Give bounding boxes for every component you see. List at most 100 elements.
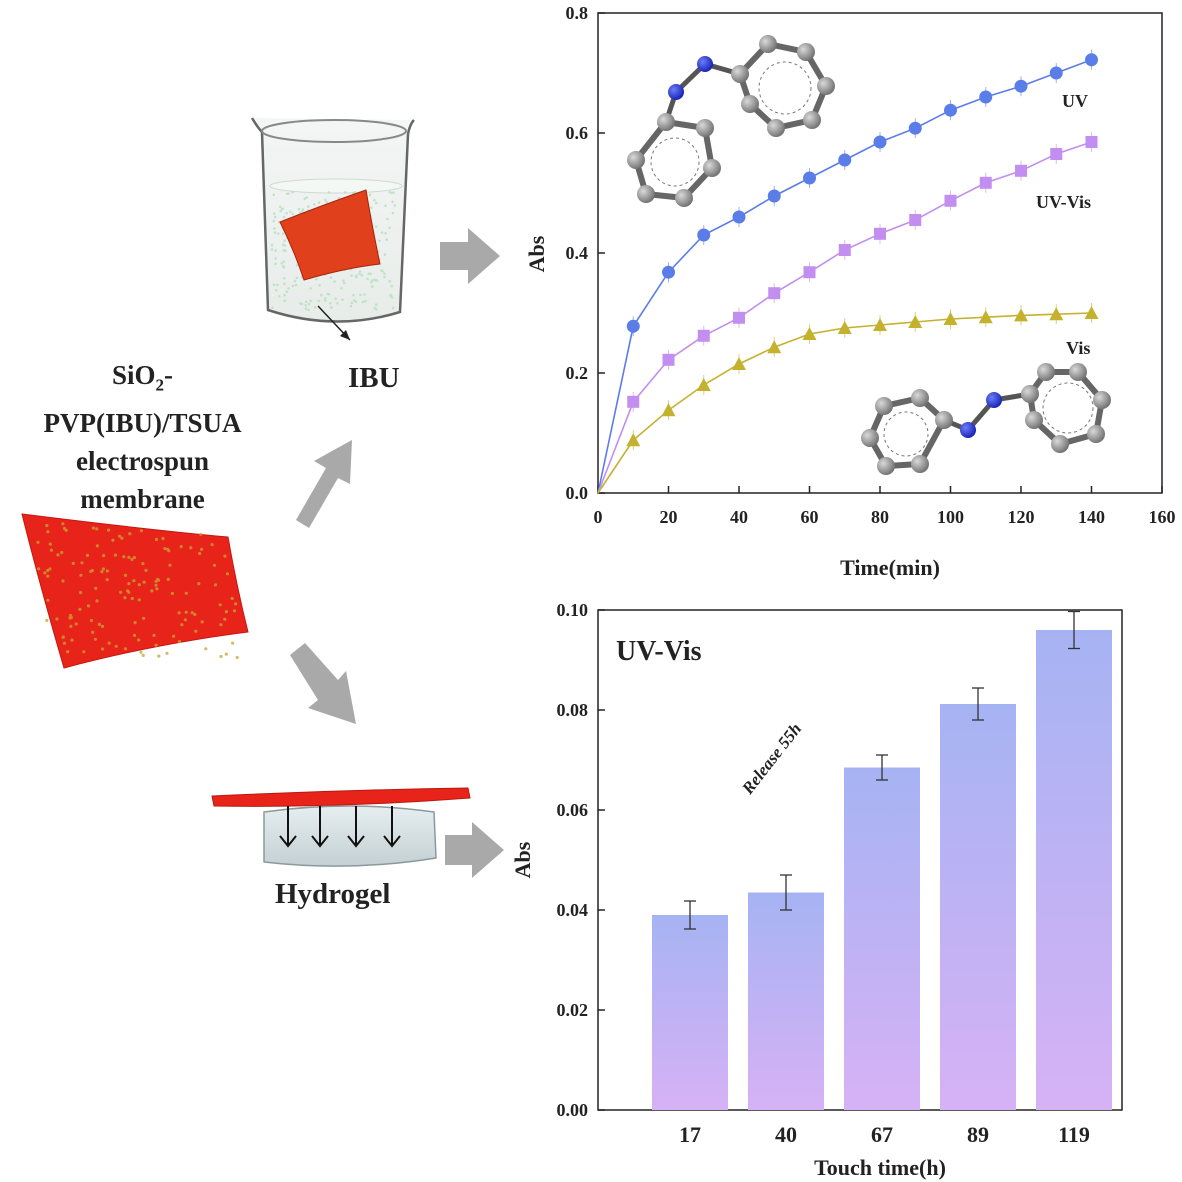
point: [944, 103, 957, 117]
point: [627, 395, 640, 408]
bar-chart-xlabel: Touch time(h): [814, 1155, 946, 1180]
hydrogel: [211, 787, 471, 867]
x-tick-label: 17: [679, 1122, 701, 1147]
beaker: [250, 117, 415, 341]
x-tick-label: 40: [730, 507, 748, 527]
point: [732, 357, 746, 370]
point: [874, 227, 886, 240]
line-chart-series: [597, 49, 1099, 494]
bar-chart-ylabel: Abs: [510, 841, 535, 878]
point: [978, 310, 993, 324]
x-tick-label: 160: [1149, 507, 1176, 527]
series-label-vis: Vis: [1066, 338, 1090, 358]
membrane-label-line4: membrane: [80, 484, 205, 515]
bar-chart-axes: 0.00 0.02 0.04 0.06 0.08 0.10 17 40 67 89 119: [557, 600, 1090, 1147]
x-tick-label: 40: [775, 1122, 797, 1147]
membrane-sheet: [21, 513, 249, 669]
point: [1049, 66, 1063, 80]
point: [767, 189, 781, 203]
point: [732, 210, 746, 224]
azobenzene-cis-molecule: [627, 35, 835, 207]
point: [1014, 308, 1028, 322]
y-tick-label: 0.8: [566, 3, 589, 23]
y-tick-label: 0.00: [557, 1100, 589, 1120]
point: [908, 121, 922, 135]
bar: [652, 915, 728, 1110]
point: [802, 327, 817, 340]
x-tick-label: 100: [937, 507, 964, 527]
hydrogel-label: Hydrogel: [275, 878, 391, 910]
point: [662, 265, 675, 279]
point: [979, 90, 993, 104]
arrow-to-bar-chart: [445, 822, 504, 878]
arrow-to-hydrogel: [290, 643, 356, 724]
bar-chart-title: UV-Vis: [616, 636, 702, 667]
membrane-label-line2: PVP(IBU)/TSUA: [43, 408, 242, 439]
ibu-label: IBU: [348, 362, 400, 394]
bar: [748, 892, 824, 1110]
y-tick-label: 0.02: [557, 1000, 589, 1020]
y-tick-label: 0.2: [566, 363, 589, 383]
y-tick-label: 0.4: [566, 243, 589, 263]
bar-chart-bars: [652, 610, 1112, 1110]
point: [733, 311, 745, 324]
x-tick-label: 80: [871, 507, 889, 527]
point: [697, 329, 710, 342]
point: [1050, 148, 1063, 160]
x-tick-label: 119: [1058, 1122, 1090, 1147]
membrane-label-line1: SiO2-: [111, 360, 174, 395]
point: [1049, 307, 1064, 321]
series-label-uvvis: UV-Vis: [1036, 192, 1091, 212]
schematic: [21, 117, 504, 878]
y-tick-label: 0.08: [557, 700, 589, 720]
point: [873, 318, 887, 331]
point: [979, 176, 992, 189]
point: [768, 287, 781, 300]
y-tick-label: 0.04: [557, 900, 589, 920]
point: [696, 378, 711, 391]
point: [662, 353, 675, 366]
y-tick-label: 0.06: [557, 800, 589, 820]
point: [838, 153, 852, 167]
point: [838, 244, 851, 256]
x-tick-label: 0: [594, 507, 603, 527]
bar-chart: 0.00 0.02 0.04 0.06 0.08 0.10 17 40 67 89 119 UV-V…: [510, 600, 1123, 1180]
point: [908, 315, 923, 328]
line-chart-xlabel: Time(min): [840, 555, 940, 580]
point: [767, 340, 782, 354]
point: [1085, 53, 1098, 67]
y-tick-label: 0.6: [566, 123, 589, 143]
point: [909, 214, 922, 226]
bar: [844, 767, 920, 1110]
point: [837, 321, 852, 334]
y-tick-label: 0.0: [566, 483, 589, 503]
point: [1084, 306, 1099, 319]
x-tick-label: 120: [1008, 507, 1035, 527]
x-tick-label: 20: [660, 507, 678, 527]
membrane-label-line3: electrospun: [76, 446, 209, 477]
x-tick-label: 67: [871, 1122, 893, 1147]
point: [626, 319, 640, 333]
point: [873, 135, 887, 149]
point: [626, 433, 641, 447]
membrane-label: SiO2- PVP(IBU)/TSUA electrospun membrane: [0, 356, 285, 518]
arrow-to-line-chart: [440, 228, 500, 284]
point: [803, 171, 816, 185]
point: [1085, 136, 1098, 148]
arrow-to-beaker: [296, 440, 352, 528]
azobenzene-trans-molecule: [861, 363, 1111, 475]
x-tick-label: 60: [801, 507, 819, 527]
bar: [940, 704, 1016, 1110]
point: [943, 312, 958, 325]
line-chart-ylabel: Abs: [524, 235, 549, 272]
point: [1014, 79, 1028, 93]
x-tick-label: 89: [967, 1122, 989, 1147]
point: [803, 266, 816, 279]
point: [697, 228, 711, 242]
x-tick-label: 140: [1078, 507, 1105, 527]
point: [661, 403, 676, 417]
series-label-uv: UV: [1062, 91, 1088, 111]
bar: [1036, 630, 1112, 1110]
y-tick-label: 0.10: [557, 600, 589, 620]
